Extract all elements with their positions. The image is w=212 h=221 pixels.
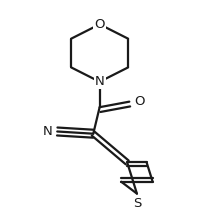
Text: N: N <box>43 125 53 138</box>
Text: O: O <box>135 95 145 108</box>
Text: O: O <box>94 18 105 31</box>
Text: S: S <box>133 197 141 210</box>
Text: N: N <box>95 75 105 88</box>
